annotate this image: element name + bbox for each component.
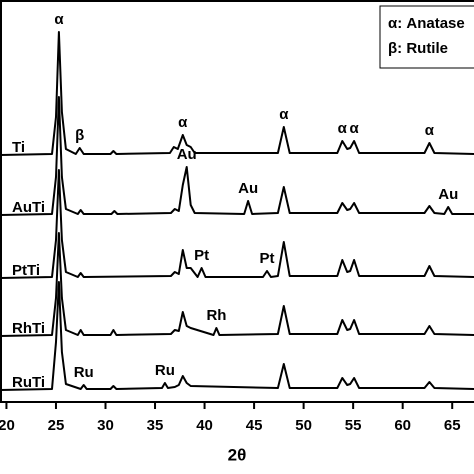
- x-tick-label: 65: [444, 417, 461, 434]
- legend-box: [379, 5, 474, 69]
- xrd-pattern: [0, 232, 474, 337]
- series-label: RhTi: [12, 320, 45, 337]
- series-label: AuTi: [12, 199, 45, 216]
- legend-note: β: Rutile: [388, 40, 448, 57]
- xrd-pattern: [0, 169, 474, 279]
- series-label: PtTi: [12, 262, 40, 279]
- x-tick-label: 35: [147, 417, 164, 434]
- x-tick-label: 60: [394, 417, 411, 434]
- peak-annotation: Pt: [259, 250, 274, 267]
- series-label: Ti: [12, 139, 25, 156]
- peak-annotation: α: [54, 11, 64, 28]
- peak-annotation: Pt: [194, 247, 209, 264]
- x-tick-label: 30: [97, 417, 114, 434]
- peak-annotation: α: [279, 106, 289, 123]
- peak-annotation: Ru: [155, 362, 175, 379]
- peak-annotation: Rh: [206, 307, 226, 324]
- peak-annotation: α: [350, 120, 360, 137]
- plot-frame: [0, 0, 474, 403]
- x-tick-label: 50: [295, 417, 312, 434]
- peak-annotation: Au: [238, 180, 258, 197]
- peak-annotation: α: [425, 122, 435, 139]
- x-axis-label: 2θ: [228, 445, 247, 464]
- x-tick-label: 25: [48, 417, 65, 434]
- legend-note: α: Anatase: [388, 15, 465, 32]
- x-tick-label: 55: [345, 417, 362, 434]
- series-label: RuTi: [12, 374, 45, 391]
- peak-annotation: Au: [177, 146, 197, 163]
- peak-annotation: β: [75, 127, 84, 144]
- xrd-pattern: [0, 31, 474, 156]
- peak-annotation: Au: [438, 186, 458, 203]
- peak-annotation: α: [178, 114, 188, 131]
- peak-annotation: Ru: [74, 364, 94, 381]
- x-tick-label: 45: [246, 417, 263, 434]
- peak-annotation: α: [338, 120, 348, 137]
- x-tick-label: 20: [0, 417, 15, 434]
- xrd-pattern: [0, 96, 474, 216]
- xrd-pattern: [0, 281, 474, 391]
- x-tick-label: 40: [196, 417, 213, 434]
